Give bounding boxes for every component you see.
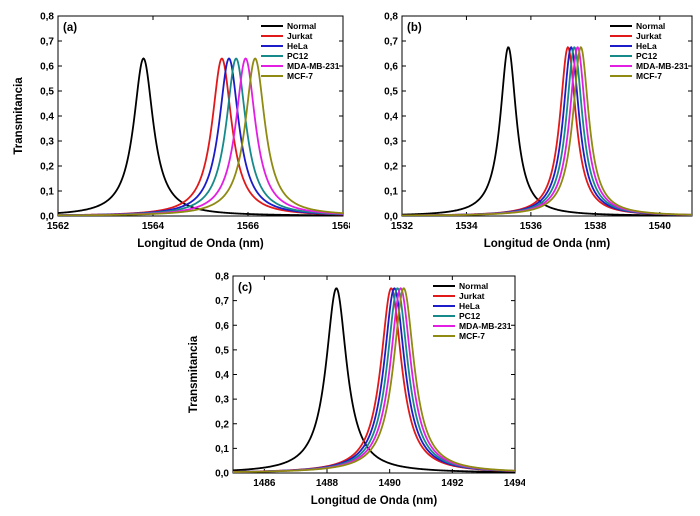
y-tick-label: 0,7: [215, 296, 229, 307]
x-tick-label: 1488: [316, 478, 339, 489]
legend-label: Normal: [287, 21, 316, 31]
y-tick-label: 0,6: [40, 62, 54, 73]
chart-panel-a: 0,0 0,1 0,2 0,3 0,4 0,5 0,6 0,7 0,8 1562 1564 1566 1…: [13, 12, 350, 251]
y-tick-label: 0,8: [215, 272, 229, 283]
legend-label: Normal: [636, 21, 665, 31]
legend-label: MDA-MB-231: [459, 321, 512, 331]
y-tick-label: 0,7: [384, 37, 398, 48]
legend-label: MCF-7: [287, 71, 313, 81]
x-tick-label: 1494: [504, 478, 525, 489]
y-tick-label: 0,6: [384, 62, 398, 73]
y-tick-label: 0,4: [384, 112, 398, 123]
legend-label: PC12: [459, 311, 481, 321]
y-tick-label: 0,3: [215, 395, 229, 406]
y-tick-label: 0,1: [215, 444, 229, 455]
x-tick-label: 1564: [142, 221, 165, 232]
y-tick-label: 0,6: [215, 321, 229, 332]
x-tick-label: 1566: [237, 221, 260, 232]
x-tick-label: 1540: [649, 221, 672, 232]
y-tick-label: 0,5: [384, 87, 398, 98]
x-tick-label: 1562: [47, 221, 70, 232]
y-tick-label: 0,2: [215, 419, 229, 430]
legend-label: HeLa: [636, 41, 657, 51]
y-axis-title: Transmitancia: [13, 77, 25, 155]
y-tick-label: 0,8: [384, 12, 398, 23]
legend-label: Jurkat: [636, 31, 662, 41]
chart-panel-c: 0,0 0,1 0,2 0,3 0,4 0,5 0,6 0,7 0,8 1486 1488 1490 1…: [188, 272, 525, 508]
y-tick-label: 0,2: [384, 162, 398, 173]
x-tick-label: 1490: [379, 478, 402, 489]
y-tick-label: 0,5: [215, 345, 229, 356]
series-line-mcf-7: [402, 46, 692, 216]
x-tick-label: 1534: [455, 221, 478, 232]
legend-label: PC12: [636, 51, 658, 61]
series-line-hela: [58, 57, 343, 216]
y-tick-label: 0,7: [40, 37, 54, 48]
legend-label: Jurkat: [459, 291, 485, 301]
x-tick-label: 1536: [520, 221, 543, 232]
x-axis-title: Longitud de Onda (nm): [137, 238, 264, 250]
y-tick-label: 0,3: [40, 137, 54, 148]
x-axis-title: Longitud de Onda (nm): [311, 495, 438, 507]
y-tick-label: 0,8: [40, 12, 54, 23]
x-tick-label: 1486: [253, 478, 276, 489]
series-line-mcf-7: [233, 287, 515, 473]
y-tick-label: 0,4: [40, 112, 54, 123]
legend-label: MCF-7: [459, 331, 485, 341]
panel-label: (c): [238, 282, 252, 294]
series-line-normal: [402, 46, 692, 216]
legend-label: MDA-MB-231: [636, 61, 689, 71]
y-tick-label: 0,2: [40, 162, 54, 173]
y-tick-label: 0,4: [215, 370, 229, 381]
y-tick-label: 0,0: [215, 469, 229, 480]
series-line-normal: [233, 287, 515, 473]
legend-label: HeLa: [459, 301, 480, 311]
x-tick-label: 1538: [584, 221, 607, 232]
series-line-mcf-7: [58, 57, 343, 216]
legend-label: PC12: [287, 51, 309, 61]
y-tick-label: 0,0: [40, 212, 54, 223]
y-tick-label: 0,3: [384, 137, 398, 148]
x-tick-label: 1532: [391, 221, 414, 232]
legend-label: MDA-MB-231: [287, 61, 340, 71]
legend-label: Jurkat: [287, 31, 313, 41]
y-axis-title: Transmitancia: [188, 335, 200, 413]
x-axis-title: Longitud de Onda (nm): [484, 238, 611, 250]
legend-label: HeLa: [287, 41, 308, 51]
chart-panel-b: 0,0 0,1 0,2 0,3 0,4 0,5 0,6 0,7 0,8 1532 1534 1536 1…: [384, 12, 693, 250]
legend-label: MCF-7: [636, 71, 662, 81]
y-tick-label: 0,1: [40, 187, 54, 198]
y-tick-label: 0,5: [40, 87, 54, 98]
y-tick-label: 0,1: [384, 187, 398, 198]
panel-label: (a): [63, 22, 77, 34]
legend-label: Normal: [459, 281, 488, 291]
x-tick-label: 1492: [441, 478, 464, 489]
panel-label: (b): [407, 22, 422, 34]
y-tick-label: 0,0: [384, 212, 398, 223]
x-tick-label: 1568: [332, 221, 350, 232]
